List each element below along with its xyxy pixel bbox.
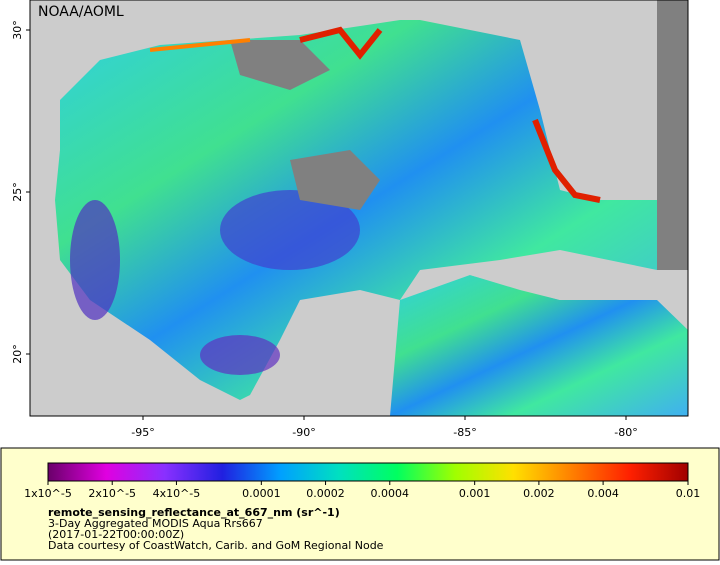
lat-label: 20° <box>11 344 24 364</box>
land <box>470 268 620 300</box>
colorbar-label: 2x10^-5 <box>88 487 136 500</box>
colorbar-label: 0.0004 <box>371 487 410 500</box>
colorbar-label: 0.001 <box>459 487 491 500</box>
lon-label: -90° <box>292 426 315 439</box>
lon-label: -95° <box>131 426 154 439</box>
lat-label: 30° <box>11 20 24 40</box>
gulf-water <box>55 20 657 400</box>
no-data <box>290 150 380 210</box>
no-data <box>230 40 330 90</box>
coastal-high <box>299 26 383 60</box>
map: NOAA/AOML <box>29 0 689 417</box>
colorbar-label: 1x10^-5 <box>24 487 72 500</box>
low-reflectance-area <box>70 200 120 320</box>
colorbar-label: 0.0002 <box>306 487 345 500</box>
caption-line: 3-Day Aggregated MODIS Aqua Rrs667 <box>48 517 263 530</box>
lon-label: -80° <box>614 426 637 439</box>
colorbar-label: 0.004 <box>587 487 619 500</box>
no-data <box>657 0 688 270</box>
lat-label: 25° <box>11 182 24 202</box>
variable-name: remote_sensing_reflectance_at_667_nm (sr… <box>48 506 340 519</box>
caribbean-water <box>390 275 688 416</box>
colorbar-label: 0.0001 <box>242 487 281 500</box>
coastal-high <box>532 118 601 203</box>
colorbar <box>47 462 689 482</box>
coastal-high <box>149 38 251 52</box>
credit: NOAA/AOML <box>38 4 124 20</box>
colorbar-label: 0.01 <box>676 487 701 500</box>
low-reflectance-area <box>220 190 360 270</box>
low-reflectance-area <box>200 335 280 375</box>
colorbar-label: 0.002 <box>523 487 555 500</box>
colorbar-label: 4x10^-5 <box>153 487 201 500</box>
land <box>285 292 395 416</box>
caption-line: Data courtesy of CoastWatch, Carib. and … <box>48 539 384 552</box>
map-frame <box>29 0 689 417</box>
caption-line: (2017-01-22T00:00:00Z) <box>48 528 184 541</box>
lon-label: -85° <box>453 426 476 439</box>
